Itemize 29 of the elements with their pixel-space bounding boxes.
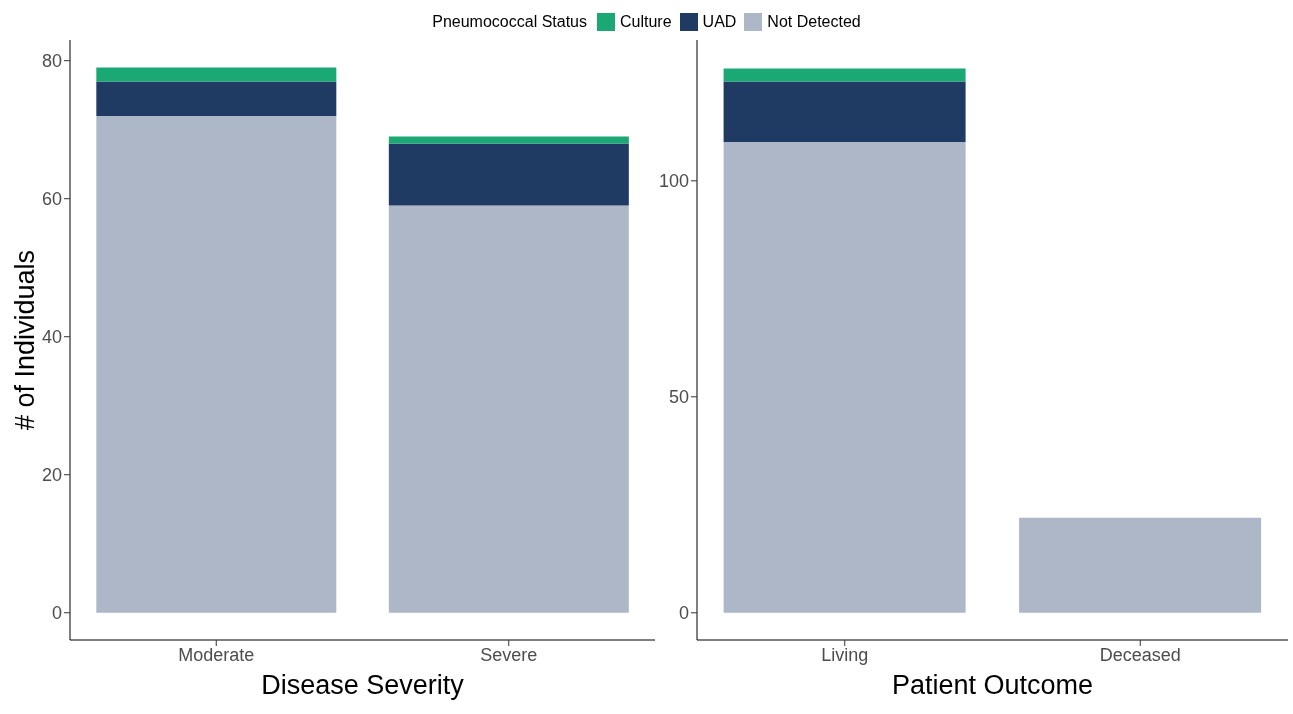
bar (388, 143, 629, 206)
x-tick-label: Moderate (178, 644, 255, 665)
y-tick-label: 50 (668, 387, 689, 408)
x-axis-title: Patient Outcome (891, 670, 1094, 700)
legend-label: Not Detected (767, 13, 861, 31)
y-tick-label: 80 (41, 51, 62, 72)
y-tick-label: 0 (51, 603, 62, 624)
bar (723, 81, 966, 142)
bar (1019, 517, 1262, 613)
x-tick-label: Living (821, 644, 869, 665)
y-tick-label: 100 (658, 171, 689, 192)
bar (96, 67, 337, 82)
bar (96, 115, 337, 613)
bar (723, 68, 966, 82)
legend-label: Culture (620, 13, 672, 31)
y-tick-label: 40 (41, 327, 62, 348)
x-tick-label: Deceased (1099, 644, 1181, 665)
bar (388, 205, 629, 613)
bar (723, 141, 966, 613)
y-tick-label: 0 (678, 603, 689, 624)
y-axis-title: # of Individuals (9, 249, 40, 431)
y-tick-label: 60 (41, 189, 62, 210)
bar (388, 136, 629, 144)
legend-title: Pneumococcal Status (432, 13, 587, 31)
legend-label: UAD (702, 13, 737, 31)
x-tick-label: Severe (480, 644, 538, 665)
x-axis-title: Disease Severity (261, 670, 465, 700)
y-tick-label: 20 (41, 465, 62, 486)
bar (96, 81, 337, 116)
